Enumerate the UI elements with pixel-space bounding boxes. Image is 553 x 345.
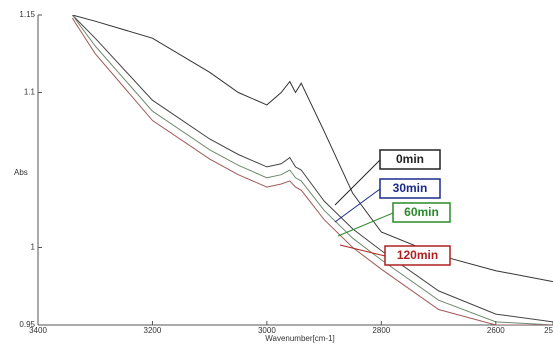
legend-label: 30min xyxy=(393,181,428,195)
leader-line xyxy=(334,188,381,223)
x-tick-label: 2800 xyxy=(372,326,390,335)
legend-box xyxy=(392,202,451,223)
x-tick-label: 3400 xyxy=(29,326,47,335)
y-tick-label: 1.1 xyxy=(24,88,36,97)
y-tick-label: 1.15 xyxy=(19,10,35,19)
x-tick-label: 3200 xyxy=(144,326,162,335)
legend-box xyxy=(379,149,441,170)
legend-label: 0min xyxy=(396,152,424,166)
spectrum-line xyxy=(71,17,553,325)
y-axis-label: Abs xyxy=(14,168,28,177)
leader-line xyxy=(337,212,394,237)
x-tick-label: 2600 xyxy=(487,326,505,335)
y-tick-label: 0.95 xyxy=(19,320,35,329)
x-axis-label: Wavenumber[cm-1] xyxy=(265,334,335,343)
spectrum-line xyxy=(71,15,553,323)
x-tick-label: 3000 xyxy=(258,326,276,335)
legend-label: 60min xyxy=(404,205,439,219)
legend-label: 120min xyxy=(397,248,438,262)
spectrum-line xyxy=(71,15,553,325)
spectrum-line xyxy=(72,15,553,283)
x-tick-label: 2500 xyxy=(544,326,553,335)
leader-line xyxy=(339,244,386,257)
y-tick-label: 1 xyxy=(31,243,36,252)
legend-box xyxy=(384,245,451,266)
plot-area xyxy=(71,15,553,325)
leader-line xyxy=(334,159,381,206)
legend-box xyxy=(379,178,441,199)
